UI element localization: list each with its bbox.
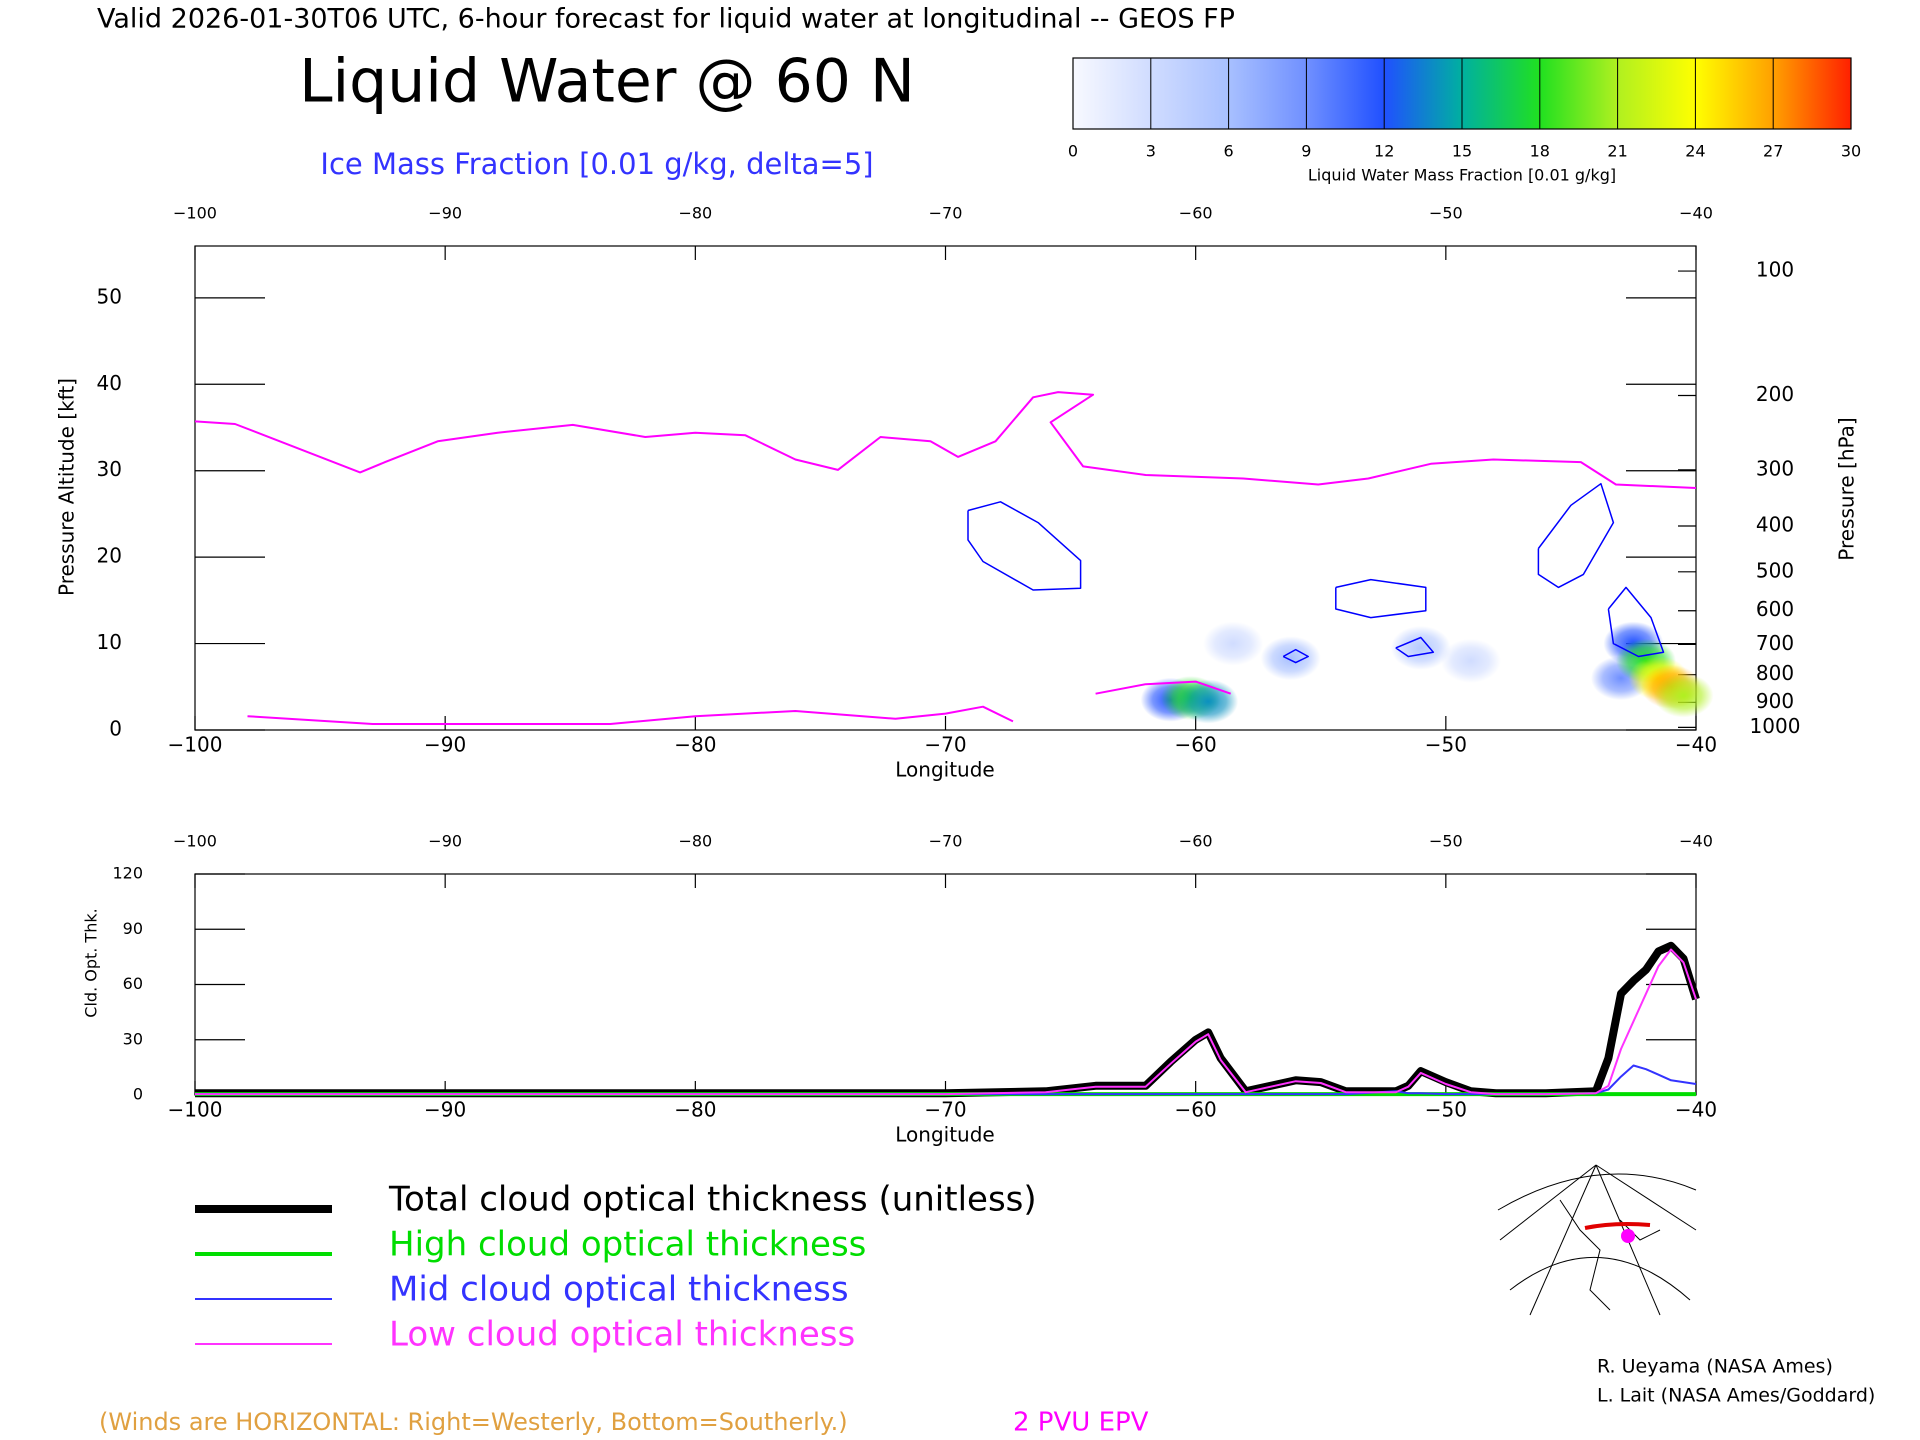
y2-axis-title: Pressure [hPa] (1835, 417, 1859, 560)
credit: R. Ueyama (NASA Ames) (1597, 1356, 1833, 1378)
x-tick-label: −100 (173, 832, 217, 851)
colorbar-tick-label: 15 (1452, 142, 1472, 161)
epv-label: 2 PVU EPV (1013, 1408, 1149, 1438)
y2-tick-label: 1000 (1750, 714, 1801, 738)
x-tick-label: −80 (674, 733, 716, 757)
colorbar-tick-label: 6 (1224, 142, 1234, 161)
y-tick-label: 0 (133, 1085, 143, 1104)
x-tick-label: −70 (924, 1098, 966, 1122)
legend-label: Mid cloud optical thickness (389, 1270, 849, 1310)
x-axis-title: Longitude (895, 1123, 994, 1147)
contour-line (194, 391, 1697, 725)
x-tick-label: −100 (168, 733, 223, 757)
y-tick-label: 10 (97, 630, 122, 654)
x-tick-label: −40 (1675, 733, 1717, 757)
colorbar-tick-label: 9 (1301, 142, 1311, 161)
map-coast (1559, 1199, 1661, 1311)
colorbar-tick-label: 27 (1763, 142, 1783, 161)
x-tick-label: −50 (1429, 832, 1463, 851)
y-tick-label: 40 (97, 371, 122, 395)
credit: L. Lait (NASA Ames/Goddard) (1597, 1385, 1875, 1407)
y-axis-title: Cld. Opt. Thk. (82, 908, 101, 1017)
contour-line (967, 482, 1665, 664)
x-tick-label: −60 (1175, 1098, 1217, 1122)
map-graticule (1595, 1164, 1697, 1231)
y2-tick-label: 200 (1756, 382, 1794, 406)
x-tick-label: −60 (1179, 204, 1213, 223)
y-tick-label: 30 (97, 457, 122, 481)
x-tick-label: −70 (929, 204, 963, 223)
map-point (1621, 1229, 1635, 1243)
y2-tick-label: 600 (1756, 597, 1794, 621)
liquid-water-cell (1203, 621, 1264, 666)
y-tick-label: 90 (123, 919, 143, 938)
wind-note: (Winds are HORIZONTAL: Right=Westerly, B… (99, 1408, 848, 1436)
y-tick-label: 50 (97, 284, 122, 308)
map-graticule (1509, 1256, 1691, 1301)
liquid-water-cell (1390, 625, 1451, 670)
liquid-water-cell (1260, 636, 1321, 681)
y-tick-label: 30 (123, 1029, 143, 1048)
locator-map (1497, 1164, 1697, 1316)
x-tick-label: −70 (929, 832, 963, 851)
map-section (1584, 1222, 1651, 1230)
colorbar-tick-label: 30 (1841, 142, 1861, 161)
y-tick-label: 120 (112, 864, 143, 883)
x-tick-label: −80 (678, 204, 712, 223)
x-tick-label: −90 (428, 832, 462, 851)
y-tick-label: 60 (123, 974, 143, 993)
series-line (195, 941, 1700, 1098)
x-tick-label: −90 (424, 1098, 466, 1122)
x-tick-label: −40 (1675, 1098, 1717, 1122)
x-tick-label: −40 (1679, 204, 1713, 223)
x-tick-label: −60 (1175, 733, 1217, 757)
map-graticule (1497, 1173, 1697, 1211)
chart-subtitle: Ice Mass Fraction [0.01 g/kg, delta=5] (320, 147, 873, 181)
plot-area (194, 873, 1697, 1096)
y2-tick-label: 700 (1756, 631, 1794, 655)
x-tick-label: −60 (1179, 832, 1213, 851)
x-tick-label: −50 (1425, 1098, 1467, 1122)
x-tick-label: −80 (674, 1098, 716, 1122)
legend-label: Total cloud optical thickness (unitless) (388, 1180, 1037, 1220)
liquid-water-cell (1653, 673, 1714, 718)
legend-label: High cloud optical thickness (389, 1225, 866, 1265)
x-tick-label: −90 (428, 204, 462, 223)
series-line (195, 948, 1697, 1096)
colorbar-tick-label: 0 (1068, 142, 1078, 161)
x-tick-label: −50 (1429, 204, 1463, 223)
y2-tick-label: 500 (1756, 558, 1794, 582)
chart-title: Liquid Water @ 60 N (299, 47, 915, 117)
x-tick-label: −70 (924, 733, 966, 757)
colorbar-tick-label: 18 (1530, 142, 1550, 161)
map-graticule (1529, 1164, 1597, 1316)
y-tick-label: 20 (97, 544, 122, 568)
y2-tick-label: 300 (1756, 456, 1794, 480)
y2-tick-label: 400 (1756, 513, 1794, 537)
x-tick-label: −90 (424, 733, 466, 757)
liquid-water-cell (1440, 638, 1501, 683)
x-tick-label: −50 (1425, 733, 1467, 757)
colorbar-tick-label: 21 (1607, 142, 1627, 161)
colorbar-tick-label: 3 (1146, 142, 1156, 161)
y-axis-title: Pressure Altitude [kft] (55, 378, 79, 596)
header: Valid 2026-01-30T06 UTC, 6-hour forecast… (97, 4, 1235, 35)
x-tick-label: −100 (168, 1098, 223, 1122)
x-axis-title: Longitude (895, 758, 994, 782)
colorbar-label: Liquid Water Mass Fraction [0.01 g/kg] (1308, 166, 1616, 185)
y-tick-label: 0 (109, 717, 122, 741)
x-tick-label: −80 (678, 832, 712, 851)
map-graticule (1499, 1164, 1597, 1241)
x-tick-label: −40 (1679, 832, 1713, 851)
y2-tick-label: 800 (1756, 661, 1794, 685)
legend-label: Low cloud optical thickness (389, 1315, 855, 1355)
colorbar-tick-label: 12 (1374, 142, 1394, 161)
y2-tick-label: 900 (1756, 689, 1794, 713)
colorbar-tick-label: 24 (1685, 142, 1705, 161)
y2-tick-label: 100 (1756, 258, 1794, 282)
x-tick-label: −100 (173, 204, 217, 223)
